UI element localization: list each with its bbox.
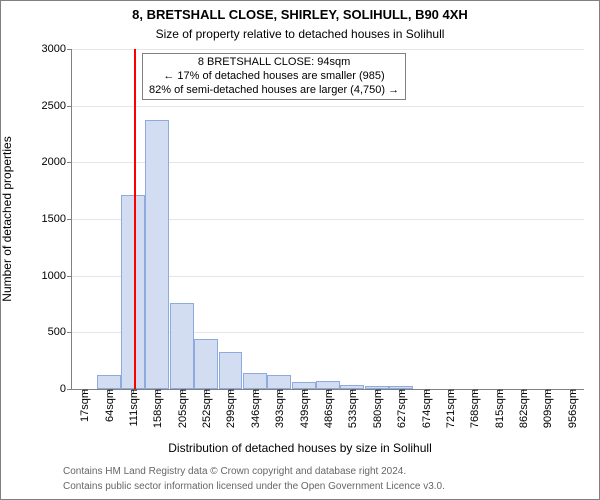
footer-line2: Contains public sector information licen… [63,481,445,492]
y-gridline [72,49,584,50]
histogram-bar [194,339,218,389]
y-axis-label: Number of detached properties [0,49,14,389]
x-tick-label: 721sqm [443,389,457,428]
property-marker-line [134,49,136,389]
x-tick-label: 909sqm [540,389,554,428]
y-tick-label: 500 [48,326,72,338]
annotation-line1: 8 BRETSHALL CLOSE: 94sqm [149,56,399,70]
y-tick-label: 2000 [42,156,72,168]
x-tick-label: 862sqm [516,389,530,428]
histogram-bar [145,120,169,389]
x-tick-label: 17sqm [77,389,91,422]
plot-area: 05001000150020002500300017sqm64sqm111sqm… [71,49,584,390]
y-tick-label: 1000 [42,270,72,282]
x-tick-label: 815sqm [492,389,506,428]
histogram-bar [170,303,194,389]
y-tick-label: 1500 [42,213,72,225]
y-tick-label: 3000 [42,43,72,55]
x-tick-label: 111sqm [126,389,140,427]
x-tick-label: 533sqm [345,389,359,428]
histogram-bar [267,375,291,389]
annotation-line2: ← 17% of detached houses are smaller (98… [149,70,399,84]
footer-line1: Contains HM Land Registry data © Crown c… [63,466,406,477]
x-tick-label: 439sqm [297,389,311,428]
x-tick-label: 64sqm [102,389,116,422]
histogram-bar [292,382,316,389]
x-tick-label: 674sqm [419,389,433,428]
histogram-bar [219,352,243,389]
chart-title-line2: Size of property relative to detached ho… [1,27,599,41]
x-tick-label: 393sqm [272,389,286,428]
histogram-bar [243,373,267,389]
chart-container: 8, BRETSHALL CLOSE, SHIRLEY, SOLIHULL, B… [0,0,600,500]
x-tick-label: 486sqm [321,389,335,428]
y-gridline [72,106,584,107]
histogram-bar [316,381,340,389]
annotation-line3: 82% of semi-detached houses are larger (… [149,84,399,98]
y-tick-label: 0 [60,383,72,395]
histogram-bar [121,195,145,389]
x-axis-label: Distribution of detached houses by size … [1,441,599,455]
x-tick-label: 205sqm [175,389,189,428]
x-tick-label: 346sqm [248,389,262,428]
x-tick-label: 580sqm [370,389,384,428]
x-tick-label: 768sqm [467,389,481,428]
histogram-bar [97,375,121,389]
x-tick-label: 158sqm [150,389,164,428]
x-tick-label: 252sqm [199,389,213,428]
x-tick-label: 627sqm [394,389,408,428]
x-tick-label: 956sqm [565,389,579,428]
chart-title-line1: 8, BRETSHALL CLOSE, SHIRLEY, SOLIHULL, B… [1,7,599,22]
x-tick-label: 299sqm [223,389,237,428]
y-tick-label: 2500 [42,100,72,112]
annotation-box: 8 BRETSHALL CLOSE: 94sqm ← 17% of detach… [142,53,406,100]
